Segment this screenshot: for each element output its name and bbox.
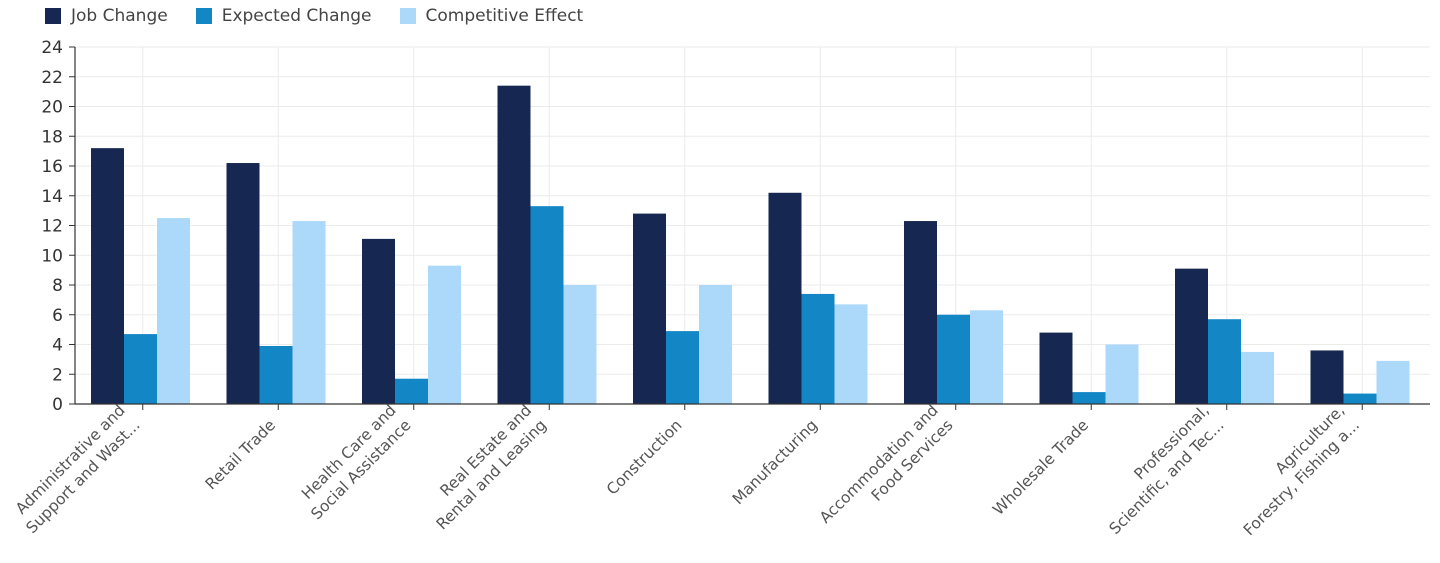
x-tick-label: Accommodation andFood Services	[816, 401, 956, 541]
bar-expected-change	[1208, 319, 1241, 404]
bar-job-change	[226, 163, 260, 404]
legend: Job Change Expected Change Competitive E…	[45, 6, 611, 26]
y-tick-label: 24	[41, 38, 63, 58]
y-tick-label: 8	[52, 276, 63, 296]
bar-job-change	[904, 221, 937, 404]
bar-expected-change	[530, 206, 564, 404]
bar-job-change	[768, 192, 802, 404]
y-tick-label: 20	[41, 98, 63, 118]
legend-item-competitive-effect[interactable]: Competitive Effect	[399, 6, 584, 26]
bar-competitive-effect	[1376, 360, 1410, 404]
legend-swatch-expected-change	[195, 8, 212, 24]
legend-label-competitive-effect: Competitive Effect	[425, 6, 584, 26]
bar-expected-change	[1072, 392, 1106, 404]
bar-competitive-effect	[699, 285, 732, 404]
legend-label-job-change: Job Change	[71, 6, 168, 26]
y-tick-label: 10	[41, 246, 63, 266]
bar-expected-change	[937, 314, 970, 404]
x-tick-label: Retail Trade	[202, 416, 279, 493]
bar-job-change	[91, 148, 124, 404]
x-tick-label: Agriculture,Forestry, Fishing a...	[1225, 401, 1363, 539]
y-tick-label: 16	[41, 157, 63, 177]
bar-expected-change	[124, 334, 157, 404]
y-tick-label: 6	[52, 306, 63, 326]
legend-item-expected-change[interactable]: Expected Change	[195, 6, 372, 26]
x-tick-label: Wholesale Trade	[989, 416, 1092, 519]
legend-label-expected-change: Expected Change	[221, 6, 372, 26]
legend-swatch-job-change	[45, 8, 61, 24]
bar-competitive-effect	[428, 265, 461, 404]
x-tick-label: Construction	[603, 416, 686, 499]
bar-job-change	[1039, 332, 1073, 404]
bar-job-change	[1175, 268, 1208, 404]
x-tick-label-line: Manufacturing	[729, 416, 821, 508]
bar-competitive-effect	[834, 304, 868, 404]
y-tick-label: 4	[52, 336, 63, 356]
bar-expected-change	[395, 378, 428, 404]
legend-swatch-competitive-effect	[399, 8, 416, 24]
bar-job-change	[633, 213, 666, 404]
y-tick-label: 2	[52, 365, 63, 385]
y-tick-label: 14	[41, 187, 63, 207]
x-tick-label: Real Estate andRental and Leasing	[418, 401, 550, 533]
x-tick-label: Administrative andSupport and Wast...	[8, 401, 144, 537]
x-tick-label: Manufacturing	[729, 416, 821, 508]
x-tick-label: Health Care andSocial Assistance	[293, 401, 415, 523]
y-tick-label: 0	[52, 395, 63, 415]
bar-competitive-effect	[563, 285, 597, 404]
bar-competitive-effect	[970, 310, 1003, 404]
bar-expected-change	[801, 293, 835, 404]
bar-job-change	[497, 85, 531, 405]
x-tick-label-line: Retail Trade	[202, 416, 279, 493]
bar-competitive-effect	[157, 218, 190, 404]
x-tick-label-line: Construction	[603, 416, 686, 499]
bar-expected-change	[1343, 393, 1377, 404]
x-tick-label: Professional,Scientific, and Tec...	[1091, 401, 1228, 538]
bar-expected-change	[666, 331, 699, 404]
bar-expected-change	[259, 345, 293, 404]
bar-job-change	[362, 238, 395, 404]
x-tick-label-line: Accommodation and	[816, 401, 942, 527]
x-tick-label-line: Wholesale Trade	[989, 416, 1092, 519]
bar-job-change	[1310, 350, 1344, 404]
y-tick-label: 18	[41, 127, 63, 147]
bar-competitive-effect	[292, 221, 326, 404]
y-tick-label: 12	[41, 217, 63, 237]
bar-competitive-effect	[1105, 344, 1139, 404]
bar-competitive-effect	[1241, 351, 1274, 404]
y-tick-label: 22	[41, 68, 63, 88]
legend-item-job-change[interactable]: Job Change	[45, 6, 168, 26]
